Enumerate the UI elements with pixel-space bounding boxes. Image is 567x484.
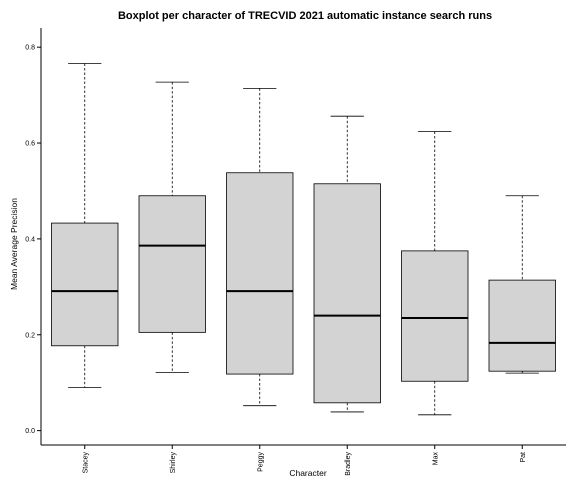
plot-area: 0.0 0.2 0.4 0.6 0.8 Stacey Shirley Peggy Bradley… xyxy=(25,28,566,476)
box-iqr xyxy=(226,172,294,375)
x-tick-label: Stacey xyxy=(82,452,89,474)
y-tick-label: 0.6 xyxy=(25,141,35,148)
x-tick-label: Shirley xyxy=(170,452,177,474)
box-iqr xyxy=(401,250,469,382)
box-iqr xyxy=(488,279,556,372)
x-tick-label: Peggy xyxy=(257,452,264,472)
y-tick-label: 0.2 xyxy=(25,332,35,339)
chart-title: Boxplot per character of TRECVID 2021 au… xyxy=(118,10,492,22)
x-tick-label: Pat xyxy=(520,452,527,463)
box-iqr xyxy=(313,183,381,404)
x-tick-label: Max xyxy=(432,452,439,466)
x-tick-label: Bradley xyxy=(345,452,352,476)
box-iqr xyxy=(138,195,206,333)
y-axis-label: Mean Average Precision xyxy=(9,198,19,290)
y-tick-label: 0.0 xyxy=(25,428,35,435)
y-tick-label: 0.8 xyxy=(25,45,35,52)
y-tick-label: 0.4 xyxy=(25,236,35,243)
x-axis-label: Character xyxy=(289,468,326,478)
box-iqr xyxy=(51,222,119,347)
